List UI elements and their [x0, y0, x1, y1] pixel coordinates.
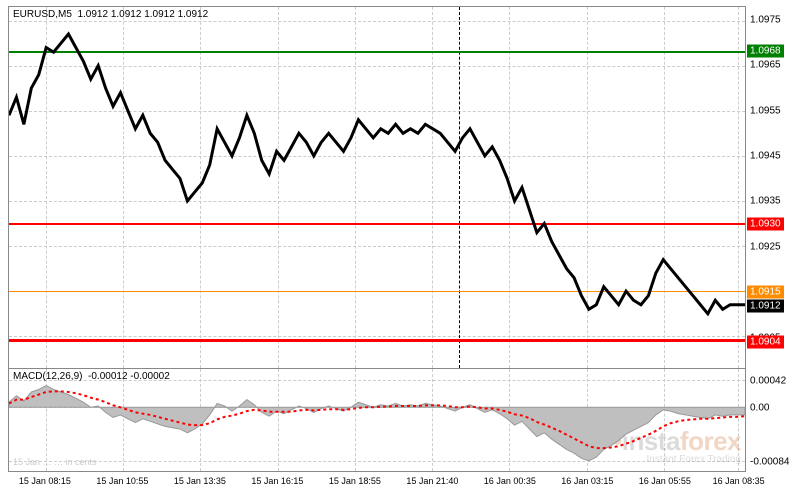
macd-label: MACD(12,26,9) — [13, 371, 82, 382]
chart-title: EURUSD,M5 1.0912 1.0912 1.0912 1.0912 — [13, 9, 208, 20]
macd-title: MACD(12,26,9) -0.00012 -0.00002 — [13, 371, 170, 382]
ohlc-o: 1.0912 — [77, 9, 108, 20]
ohlc-h: 1.0912 — [111, 9, 142, 20]
price-pane: EURUSD,M5 1.0912 1.0912 1.0912 1.0912 — [9, 7, 745, 369]
forex-chart: EURUSD,M5 1.0912 1.0912 1.0912 1.0912 MA… — [0, 0, 800, 500]
macd-pane: MACD(12,26,9) -0.00012 -0.00002 •instafo… — [9, 369, 745, 471]
symbol-label: EURUSD,M5 — [13, 9, 72, 20]
y-axis: 1.09751.09651.09551.09451.09351.09251.09… — [746, 6, 800, 472]
price-line-svg — [9, 7, 745, 368]
chart-plot-area: EURUSD,M5 1.0912 1.0912 1.0912 1.0912 MA… — [8, 6, 746, 472]
ohlc-l: 1.0912 — [144, 9, 175, 20]
x-axis: 15 Jan 08:1515 Jan 10:5515 Jan 13:3515 J… — [8, 472, 746, 500]
macd-svg — [9, 369, 745, 471]
macd-val2: -0.00002 — [130, 371, 169, 382]
macd-val1: -0.00012 — [88, 371, 127, 382]
ohlc-c: 1.0912 — [178, 9, 209, 20]
